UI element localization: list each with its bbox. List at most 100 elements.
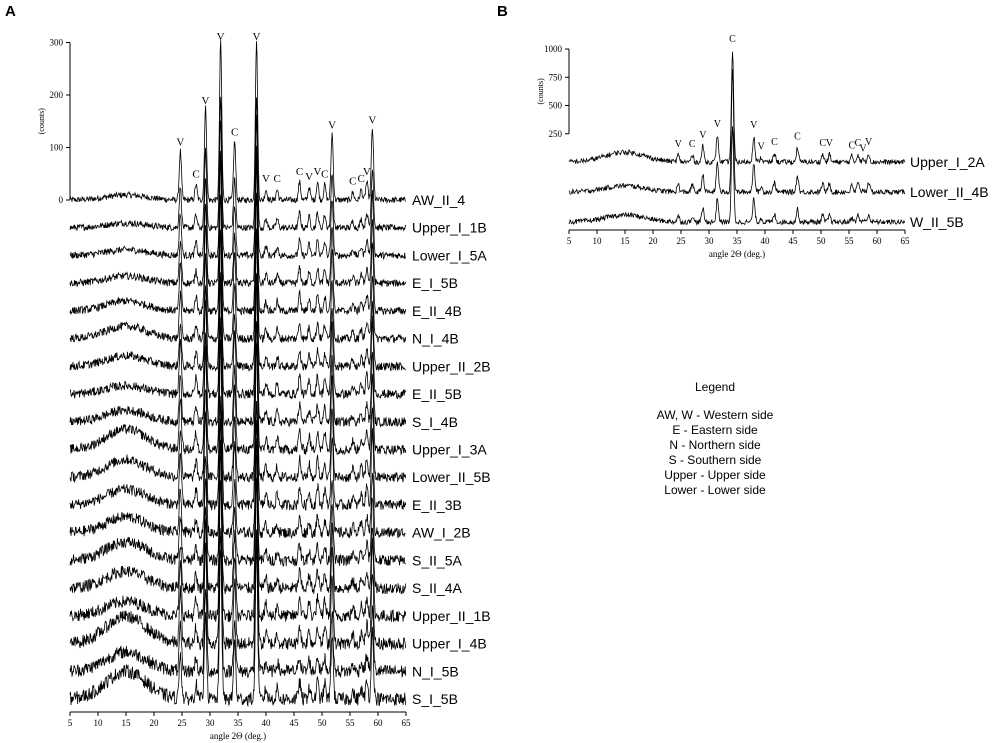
- series-trace: [69, 272, 407, 428]
- series-label: E_II_3B: [412, 497, 462, 513]
- x-tick-label: 10: [593, 236, 603, 246]
- series-label: Upper_I_1B: [412, 220, 487, 236]
- x-tick-label: 35: [234, 718, 244, 728]
- x-tick-label: 45: [290, 718, 300, 728]
- peak-label: V: [714, 119, 722, 130]
- x-tick-label: 65: [901, 236, 911, 246]
- peak-label: C: [358, 173, 365, 185]
- series-label: E_II_4B: [412, 303, 462, 319]
- series-trace: [568, 51, 906, 166]
- series-trace: [69, 229, 407, 400]
- peak-label: V: [865, 137, 873, 148]
- peak-label: C: [819, 138, 826, 149]
- peak-label: C: [231, 127, 238, 139]
- x-axis-title: angle 2Θ (deg.): [210, 731, 266, 741]
- series-label: S_II_4A: [412, 580, 462, 596]
- peak-label: V: [262, 173, 270, 185]
- series-label: Upper_II_2B: [412, 358, 491, 374]
- legend-item: N - Northern side: [669, 438, 761, 452]
- series-label: N_I_5B: [412, 663, 459, 679]
- series-trace: [69, 438, 407, 595]
- series-trace: [69, 528, 407, 679]
- peak-label: V: [363, 166, 371, 178]
- series-label: S_I_5B: [412, 691, 458, 707]
- peak-label: V: [675, 139, 683, 150]
- series-label: AW_II_4: [412, 192, 465, 208]
- peak-label: V: [314, 166, 322, 178]
- x-tick-label: 40: [761, 236, 771, 246]
- series-trace: [69, 477, 407, 651]
- peak-label: V: [253, 31, 261, 43]
- series-trace: [69, 159, 407, 316]
- series-trace: [69, 317, 407, 484]
- x-tick-label: 55: [346, 718, 356, 728]
- x-tick-label: 20: [150, 718, 160, 728]
- y-axis-title: (counts): [536, 78, 545, 105]
- peak-label: V: [202, 95, 210, 107]
- x-tick-label: 30: [206, 718, 216, 728]
- x-tick-label: 20: [649, 236, 659, 246]
- series-label: Lower_II_5B: [412, 469, 491, 485]
- x-tick-label: 50: [817, 236, 827, 246]
- x-tick-label: 25: [677, 236, 687, 246]
- y-tick-label: 1000: [544, 44, 563, 54]
- x-tick-label: 15: [122, 718, 132, 728]
- x-tick-label: 30: [705, 236, 715, 246]
- y-tick-label: 250: [549, 129, 563, 139]
- series-label: Upper_I_3A: [412, 442, 487, 458]
- series-trace: [69, 96, 407, 232]
- series-label: Upper_II_1B: [412, 608, 491, 624]
- x-tick-label: 65: [402, 718, 412, 728]
- series-label: Upper_I_2A: [910, 154, 985, 170]
- series-trace: [69, 192, 407, 344]
- series-trace: [69, 418, 406, 567]
- series-label: E_I_5B: [412, 275, 458, 291]
- series-trace: [69, 454, 407, 623]
- peak-label: V: [859, 144, 867, 155]
- peak-label: C: [689, 139, 696, 150]
- legend-item: Upper - Upper side: [664, 468, 766, 482]
- series-label: Lower_II_4B: [910, 184, 989, 200]
- x-tick-label: 35: [733, 236, 743, 246]
- x-tick-label: 5: [567, 236, 572, 246]
- y-tick-label: 500: [549, 101, 563, 111]
- series-trace: [69, 395, 406, 540]
- x-tick-label: 45: [789, 236, 799, 246]
- series-trace: [69, 339, 407, 511]
- x-tick-label: 25: [178, 718, 188, 728]
- series-label: S_I_4B: [412, 414, 458, 430]
- panel-b: B 5 10 15 20 25 30 35 40 45 50 55 60 65 angle 2Θ (deg.…: [497, 3, 989, 259]
- legend-item: Lower - Lower side: [664, 483, 766, 497]
- peak-label: V: [750, 120, 758, 131]
- series-label: E_II_5B: [412, 386, 462, 402]
- legend-item: E - Eastern side: [672, 423, 758, 437]
- peak-label: V: [699, 130, 707, 141]
- legend-title: Legend: [694, 380, 736, 394]
- x-tick-label: 5: [68, 718, 73, 728]
- peak-label: V: [217, 31, 225, 43]
- panel-a: A 5 10 15 20 25 30 35 40 45 50 55 60 65 angle 2Θ (deg.…: [5, 3, 491, 741]
- peak-label: V: [757, 141, 765, 152]
- series-trace: [69, 228, 406, 373]
- series-trace: [69, 114, 406, 261]
- series-trace: [69, 542, 407, 708]
- peak-label: C: [848, 140, 855, 151]
- peak-label: V: [826, 138, 834, 149]
- series-label: Upper_I_4B: [412, 636, 487, 652]
- series-label: N_I_4B: [412, 331, 459, 347]
- x-axis-title: angle 2Θ (deg.): [709, 249, 765, 259]
- peak-label: V: [328, 119, 336, 131]
- x-tick-label: 50: [318, 718, 328, 728]
- legend: Legend AW, W - Western side E - Eastern …: [600, 380, 830, 498]
- peak-label: C: [274, 173, 281, 185]
- x-tick-label: 60: [873, 236, 883, 246]
- y-tick-label: 750: [549, 72, 563, 82]
- peak-label: V: [305, 171, 313, 183]
- series-label: Lower_I_5A: [412, 247, 487, 263]
- peak-label: C: [771, 137, 778, 148]
- series-trace: [568, 126, 905, 226]
- peak-label: C: [794, 131, 801, 142]
- y-tick-label: 0: [59, 195, 64, 205]
- series-label: W_II_5B: [910, 214, 964, 230]
